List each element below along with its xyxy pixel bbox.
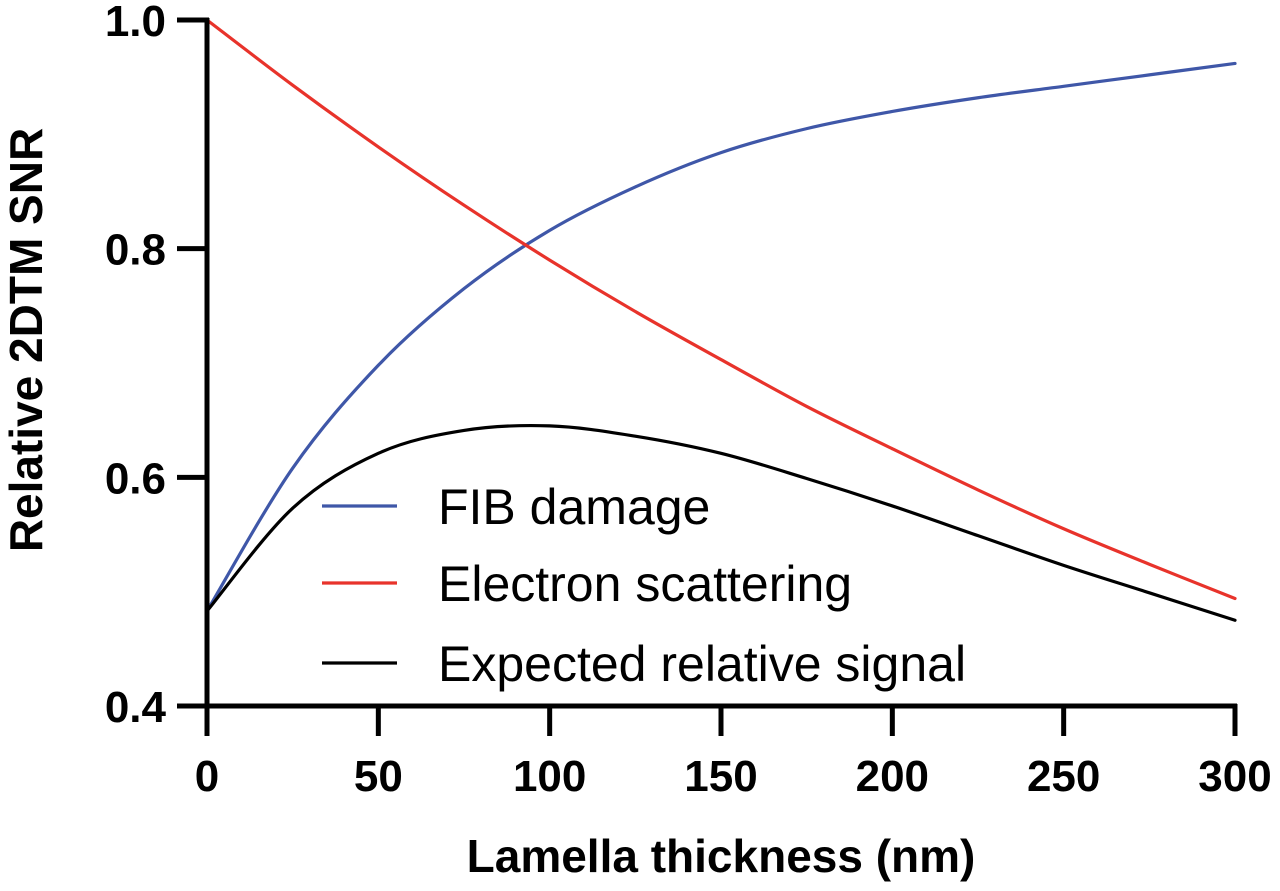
series-layer bbox=[205, 18, 1237, 706]
x-axis-title: Lamella thickness (nm) bbox=[467, 830, 976, 882]
x-tick-label: 250 bbox=[1027, 752, 1100, 801]
legend-item: Electron scattering bbox=[322, 556, 852, 612]
y-tick-label: 1.0 bbox=[105, 0, 166, 46]
ticks: 0 50 100 150 200 250 300 0.4 0.6 0.8 1.0 bbox=[105, 0, 1272, 801]
x-tick-label: 150 bbox=[684, 752, 757, 801]
electron-scattering-line bbox=[205, 18, 1237, 601]
legend-label: Expected relative signal bbox=[438, 636, 966, 692]
x-tick-label: 100 bbox=[513, 752, 586, 801]
axes bbox=[177, 18, 1237, 709]
legend: FIB damage Electron scattering Expected re… bbox=[322, 479, 966, 692]
x-tick-label: 50 bbox=[354, 752, 403, 801]
legend-label: Electron scattering bbox=[438, 556, 852, 612]
y-tick-label: 0.4 bbox=[105, 683, 167, 732]
x-tick-label: 200 bbox=[856, 752, 929, 801]
y-tick-label: 0.8 bbox=[105, 226, 166, 275]
y-tick-label: 0.6 bbox=[105, 454, 166, 503]
legend-item: Expected relative signal bbox=[322, 636, 966, 692]
fib-damage-line bbox=[205, 61, 1237, 613]
x-tick-label: 0 bbox=[195, 752, 219, 801]
legend-label: FIB damage bbox=[438, 479, 710, 535]
expected-relative-signal-line bbox=[205, 423, 1237, 622]
legend-item: FIB damage bbox=[322, 479, 710, 535]
y-axis-title: Relative 2DTM SNR bbox=[0, 128, 52, 552]
x-tick-label: 300 bbox=[1198, 752, 1271, 801]
